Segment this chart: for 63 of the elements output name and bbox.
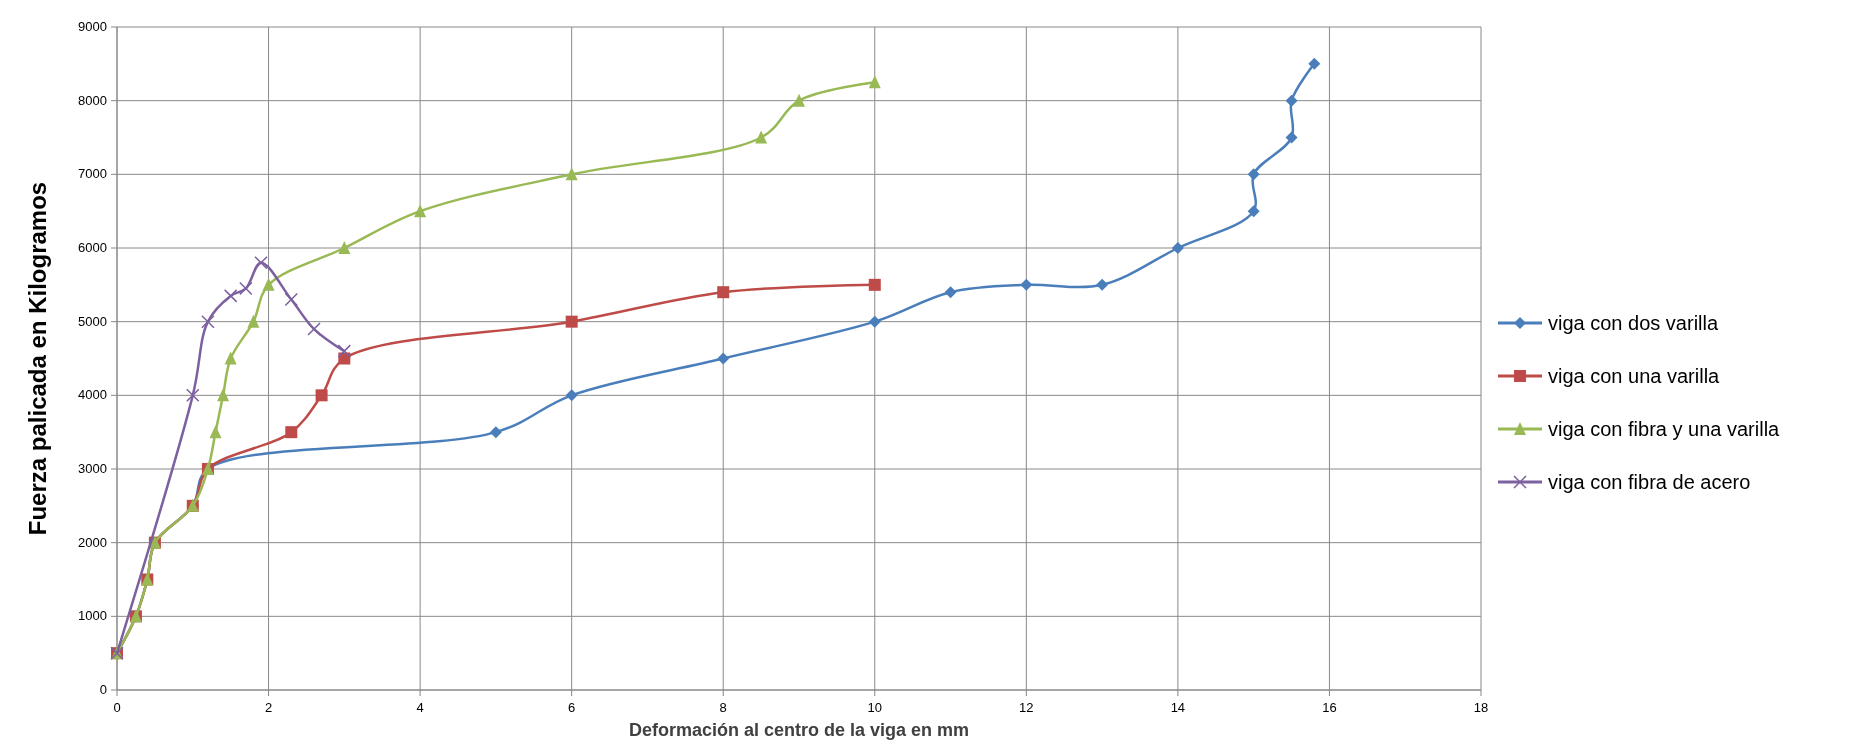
point	[868, 278, 881, 291]
point	[338, 241, 351, 254]
x-tick-label: 18	[1473, 700, 1489, 715]
point	[224, 351, 237, 365]
point	[217, 388, 230, 402]
y-tick-label: 4000	[78, 387, 107, 403]
x-tick-label: 16	[1322, 700, 1337, 715]
legend-label: viga con dos varilla	[1548, 312, 1719, 334]
y-tick-label: 7000	[78, 166, 107, 182]
point	[793, 93, 805, 107]
y-axis-title: Fuerza palicada en Kilogramos	[24, 181, 51, 536]
x-tick-label: 0	[113, 700, 121, 715]
point	[307, 322, 321, 336]
point	[489, 426, 502, 439]
point	[1247, 168, 1260, 181]
y-tick-label: 1000	[78, 608, 107, 624]
point	[186, 388, 200, 403]
y-tick-label: 5000	[78, 313, 107, 329]
point	[1020, 278, 1033, 291]
point	[565, 389, 578, 402]
point	[337, 344, 352, 358]
point	[201, 314, 215, 329]
point	[1171, 242, 1184, 254]
legend-label: viga con fibra de acero	[1548, 471, 1751, 493]
point	[223, 289, 238, 303]
point	[262, 277, 275, 291]
point	[717, 352, 730, 365]
point	[284, 292, 299, 307]
y-tick-label: 0	[99, 682, 107, 697]
point	[717, 286, 730, 299]
point	[254, 255, 268, 270]
x-tick-label: 12	[1019, 700, 1034, 715]
point	[209, 425, 222, 439]
x-tick-label: 6	[568, 700, 576, 715]
point	[239, 281, 253, 296]
y-tick-label: 8000	[78, 92, 107, 108]
point	[285, 426, 298, 439]
point	[414, 204, 427, 218]
point	[944, 286, 957, 299]
x-tick-label: 8	[719, 700, 727, 715]
point	[247, 314, 260, 328]
x-axis-title: Deformación al centro de la viga en mm	[628, 720, 970, 740]
point	[1247, 205, 1260, 218]
x-tick-label: 4	[416, 700, 424, 715]
x-tick-label: 14	[1170, 700, 1186, 715]
legend-label: viga con fibra y una varilla	[1548, 418, 1781, 440]
point	[565, 315, 578, 328]
legend-label: viga con una varilla	[1548, 365, 1721, 387]
point	[1096, 278, 1109, 291]
x-tick-label: 10	[867, 700, 883, 715]
point	[1285, 94, 1298, 107]
y-tick-label: 2000	[78, 534, 107, 550]
x-tick-label: 2	[264, 700, 273, 715]
point	[1285, 131, 1298, 144]
point	[565, 167, 578, 181]
y-tick-label: 3000	[78, 461, 107, 476]
y-tick-label: 6000	[78, 240, 107, 255]
point	[1308, 57, 1321, 70]
point	[868, 315, 881, 328]
point	[315, 389, 328, 402]
y-tick-label: 9000	[78, 19, 107, 34]
point	[868, 75, 881, 89]
point	[755, 130, 768, 144]
